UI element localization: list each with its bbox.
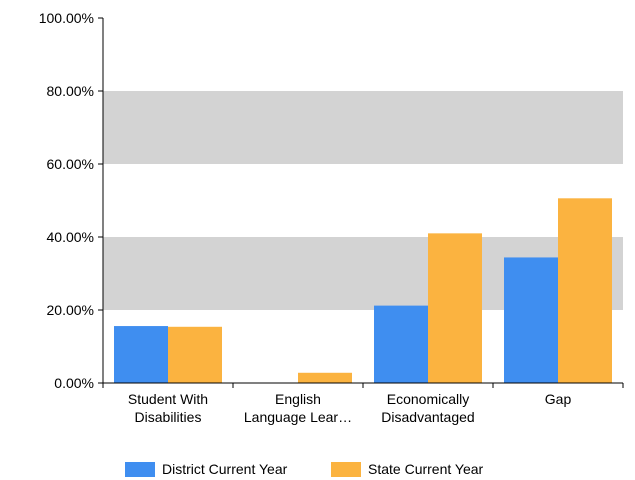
legend-label: District Current Year (162, 461, 288, 477)
y-tick-labels: 0.00% 20.00% 40.00% 60.00% 80.00% 100.00% (39, 10, 94, 391)
legend-swatch (331, 462, 361, 477)
y-tick-label: 0.00% (54, 375, 94, 391)
legend: District Current Year State Current Year (125, 461, 484, 477)
grid-band (103, 91, 623, 164)
y-tick-label: 40.00% (47, 229, 94, 245)
x-tick-label: Language Lear… (244, 409, 352, 425)
bar (298, 372, 352, 383)
legend-label: State Current Year (368, 461, 484, 477)
legend-swatch (125, 462, 155, 477)
x-tick-label: Student With (128, 391, 208, 407)
y-tick-label: 100.00% (39, 10, 94, 26)
x-tick-label: Disadvantaged (381, 409, 474, 425)
x-tick-label: Gap (545, 391, 572, 407)
x-tick-label: Disabilities (135, 409, 202, 425)
bar (504, 257, 558, 383)
y-tick-label: 20.00% (47, 302, 94, 318)
x-tick-label: Economically (387, 391, 469, 407)
x-tick-labels: Student With Disabilities English Language … (128, 391, 572, 425)
bar (558, 198, 612, 383)
x-tick-label: English (275, 391, 321, 407)
bar (114, 326, 168, 383)
y-tick-label: 60.00% (47, 156, 94, 172)
bar (168, 326, 222, 383)
bar (428, 233, 482, 383)
y-tick-label: 80.00% (47, 83, 94, 99)
bar (374, 305, 428, 383)
bars (114, 198, 612, 383)
axes (98, 17, 624, 388)
